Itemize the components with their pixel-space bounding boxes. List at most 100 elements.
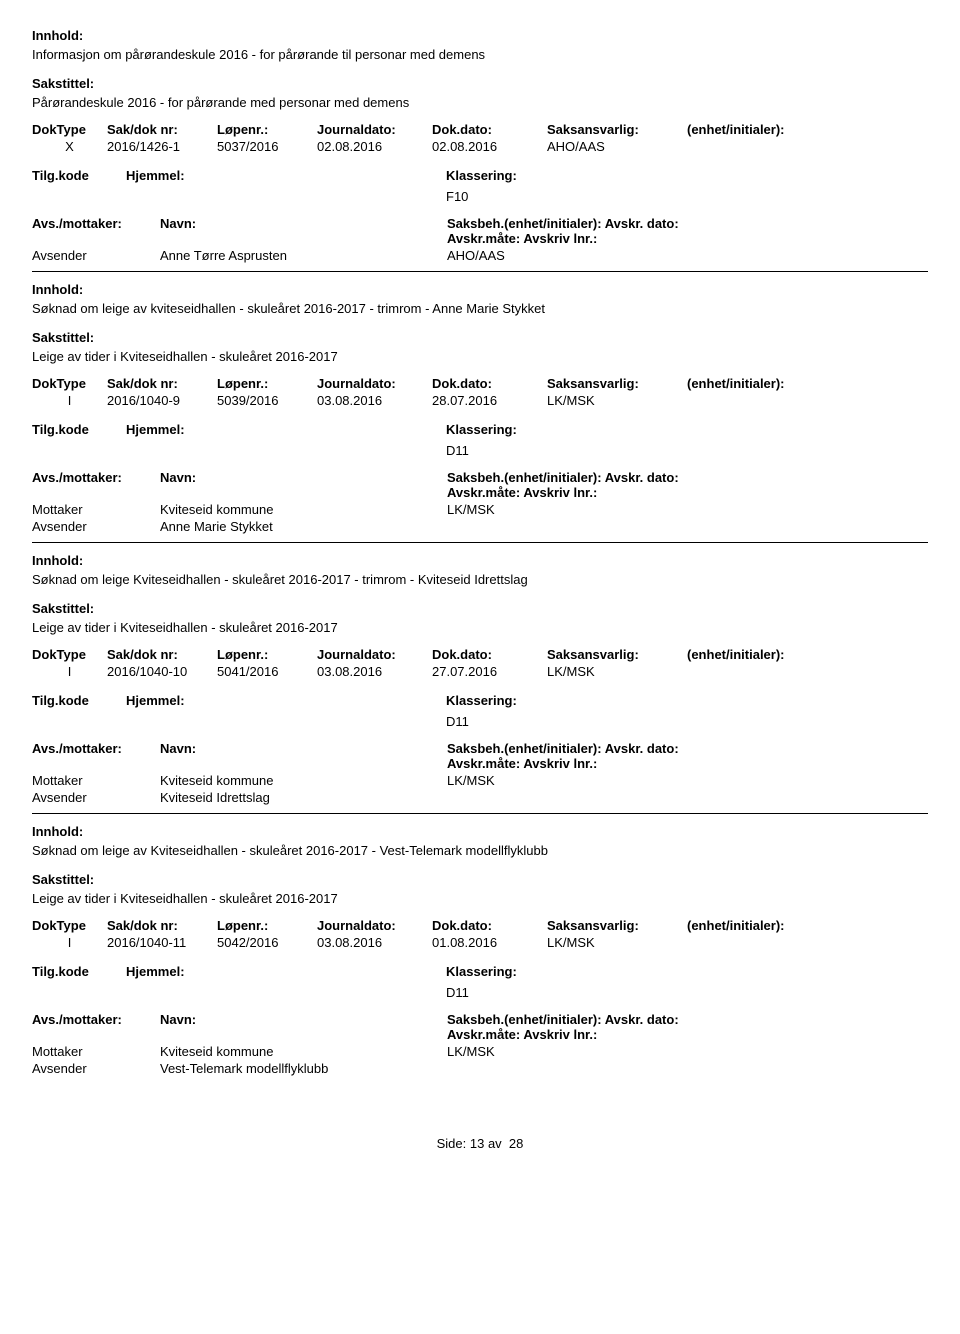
saksbeh-value: LK/MSK [447, 502, 647, 517]
sakdok-label: Sak/dok nr: [107, 376, 217, 391]
columns-values: I2016/1040-105041/201603.08.201627.07.20… [32, 664, 928, 679]
journaldato-value: 03.08.2016 [317, 935, 432, 950]
klassering-value: F10 [446, 189, 928, 204]
sakdok-value: 2016/1040-11 [107, 935, 217, 950]
sakdok-value: 2016/1040-10 [107, 664, 217, 679]
party-row: MottakerKviteseid kommuneLK/MSK [32, 502, 928, 517]
hjemmel-label: Hjemmel: [126, 422, 446, 437]
footer-side: Side: [437, 1136, 467, 1151]
columns-values: I2016/1040-115042/201603.08.201601.08.20… [32, 935, 928, 950]
footer-av: av [488, 1136, 502, 1151]
lopenr-label: Løpenr.: [217, 376, 317, 391]
navn-label: Navn: [160, 216, 310, 246]
klassering-label: Klassering: [446, 693, 566, 708]
saksansvarlig-label: Saksansvarlig: [547, 122, 687, 137]
innhold-label: Innhold: [32, 553, 928, 568]
party-name: Vest-Telemark modellflyklubb [160, 1061, 447, 1076]
party-name: Anne Tørre Asprusten [160, 248, 447, 263]
journal-record: Innhold: Informasjon om pårørandeskule 20… [32, 28, 928, 263]
saksansvarlig-label: Saksansvarlig: [547, 376, 687, 391]
saksbeh-group: Saksbeh.(enhet/initialer): Avskr. dato: … [447, 741, 747, 771]
sakstittel-text: Pårørandeskule 2016 - for pårørande med … [32, 95, 928, 110]
innhold-text: Søknad om leige av kviteseidhallen - sku… [32, 301, 928, 316]
lopenr-value: 5042/2016 [217, 935, 317, 950]
avsmottaker-label: Avs./mottaker: [32, 470, 160, 500]
columns-header: DokTypeSak/dok nr:Løpenr.:Journaldato:Do… [32, 918, 928, 933]
record-separator [32, 542, 928, 543]
saksansvarlig-value: LK/MSK [547, 664, 687, 679]
sakstittel-text: Leige av tider i Kviteseidhallen - skule… [32, 620, 928, 635]
saksbeh-group: Saksbeh.(enhet/initialer): Avskr. dato: … [447, 216, 747, 246]
party-role: Mottaker [32, 773, 160, 788]
dokdato-value: 28.07.2016 [432, 393, 547, 408]
sakstittel-label: Sakstittel: [32, 330, 928, 345]
saksbeh-value: LK/MSK [447, 773, 647, 788]
journal-record: Innhold: Søknad om leige av kviteseidhall… [32, 282, 928, 534]
sakstittel-text: Leige av tider i Kviteseidhallen - skule… [32, 891, 928, 906]
tilg-row: Tilg.kodeHjemmel:Klassering: [32, 422, 928, 437]
avsmottaker-label: Avs./mottaker: [32, 216, 160, 246]
party-role: Avsender [32, 1061, 160, 1076]
tilgkode-label: Tilg.kode [32, 168, 126, 183]
doktype-label: DokType [32, 122, 107, 137]
doktype-label: DokType [32, 918, 107, 933]
hjemmel-label: Hjemmel: [126, 168, 446, 183]
record-separator [32, 271, 928, 272]
party-name: Kviteseid kommune [160, 773, 447, 788]
party-row: AvsenderAnne Marie Stykket [32, 519, 928, 534]
journaldato-value: 02.08.2016 [317, 139, 432, 154]
tilg-row: Tilg.kodeHjemmel:Klassering: [32, 168, 928, 183]
lopenr-label: Løpenr.: [217, 122, 317, 137]
party-role: Avsender [32, 519, 160, 534]
party-header: Avs./mottaker:Navn:Saksbeh.(enhet/initia… [32, 1012, 928, 1042]
record-separator [32, 813, 928, 814]
saksansvarlig-value: LK/MSK [547, 393, 687, 408]
innhold-text: Informasjon om pårørandeskule 2016 - for… [32, 47, 928, 62]
enhet-label: (enhet/initialer): [687, 918, 827, 933]
party-row: AvsenderVest-Telemark modellflyklubb [32, 1061, 928, 1076]
footer-total: 28 [509, 1136, 523, 1151]
enhet-label: (enhet/initialer): [687, 376, 827, 391]
party-role: Avsender [32, 248, 160, 263]
sakdok-label: Sak/dok nr: [107, 647, 217, 662]
lopenr-label: Løpenr.: [217, 647, 317, 662]
enhet-label: (enhet/initialer): [687, 122, 827, 137]
sakdok-value: 2016/1426-1 [107, 139, 217, 154]
innhold-label: Innhold: [32, 28, 928, 43]
party-name: Kviteseid Idrettslag [160, 790, 447, 805]
journaldato-value: 03.08.2016 [317, 393, 432, 408]
party-row: MottakerKviteseid kommuneLK/MSK [32, 1044, 928, 1059]
dokdato-value: 27.07.2016 [432, 664, 547, 679]
navn-label: Navn: [160, 470, 310, 500]
klassering-value: D11 [446, 714, 928, 729]
party-row: AvsenderAnne Tørre AsprustenAHO/AAS [32, 248, 928, 263]
party-row: AvsenderKviteseid Idrettslag [32, 790, 928, 805]
dokdato-label: Dok.dato: [432, 376, 547, 391]
innhold-text: Søknad om leige Kviteseidhallen - skuleå… [32, 572, 928, 587]
hjemmel-label: Hjemmel: [126, 964, 446, 979]
klassering-label: Klassering: [446, 168, 566, 183]
party-header: Avs./mottaker:Navn: Saksbeh.(enhet/initia… [32, 741, 928, 771]
klassering-value: D11 [446, 985, 928, 1000]
lopenr-value: 5041/2016 [217, 664, 317, 679]
party-name: Kviteseid kommune [160, 502, 447, 517]
party-name: Kviteseid kommune [160, 1044, 447, 1059]
dokdato-label: Dok.dato: [432, 647, 547, 662]
sakdok-label: Sak/dok nr: [107, 918, 217, 933]
dokdato-label: Dok.dato: [432, 122, 547, 137]
avsmottaker-label: Avs./mottaker: [32, 741, 160, 771]
innhold-text: Søknad om leige av Kviteseidhallen - sku… [32, 843, 928, 858]
navn-label: Navn: [160, 741, 310, 771]
innhold-label: Innhold: [32, 282, 928, 297]
hjemmel-label: Hjemmel: [126, 693, 446, 708]
klassering-label: Klassering: [446, 422, 566, 437]
saksansvarlig-value: AHO/AAS [547, 139, 687, 154]
tilgkode-label: Tilg.kode [32, 422, 126, 437]
dokdato-value: 02.08.2016 [432, 139, 547, 154]
avsmottaker-label: Avs./mottaker: [32, 1012, 160, 1042]
journaldato-label: Journaldato: [317, 918, 432, 933]
saksansvarlig-label: Saksansvarlig: [547, 647, 687, 662]
sakstittel-text: Leige av tider i Kviteseidhallen - skule… [32, 349, 928, 364]
doktype-label: DokType [32, 376, 107, 391]
journaldato-label: Journaldato: [317, 376, 432, 391]
